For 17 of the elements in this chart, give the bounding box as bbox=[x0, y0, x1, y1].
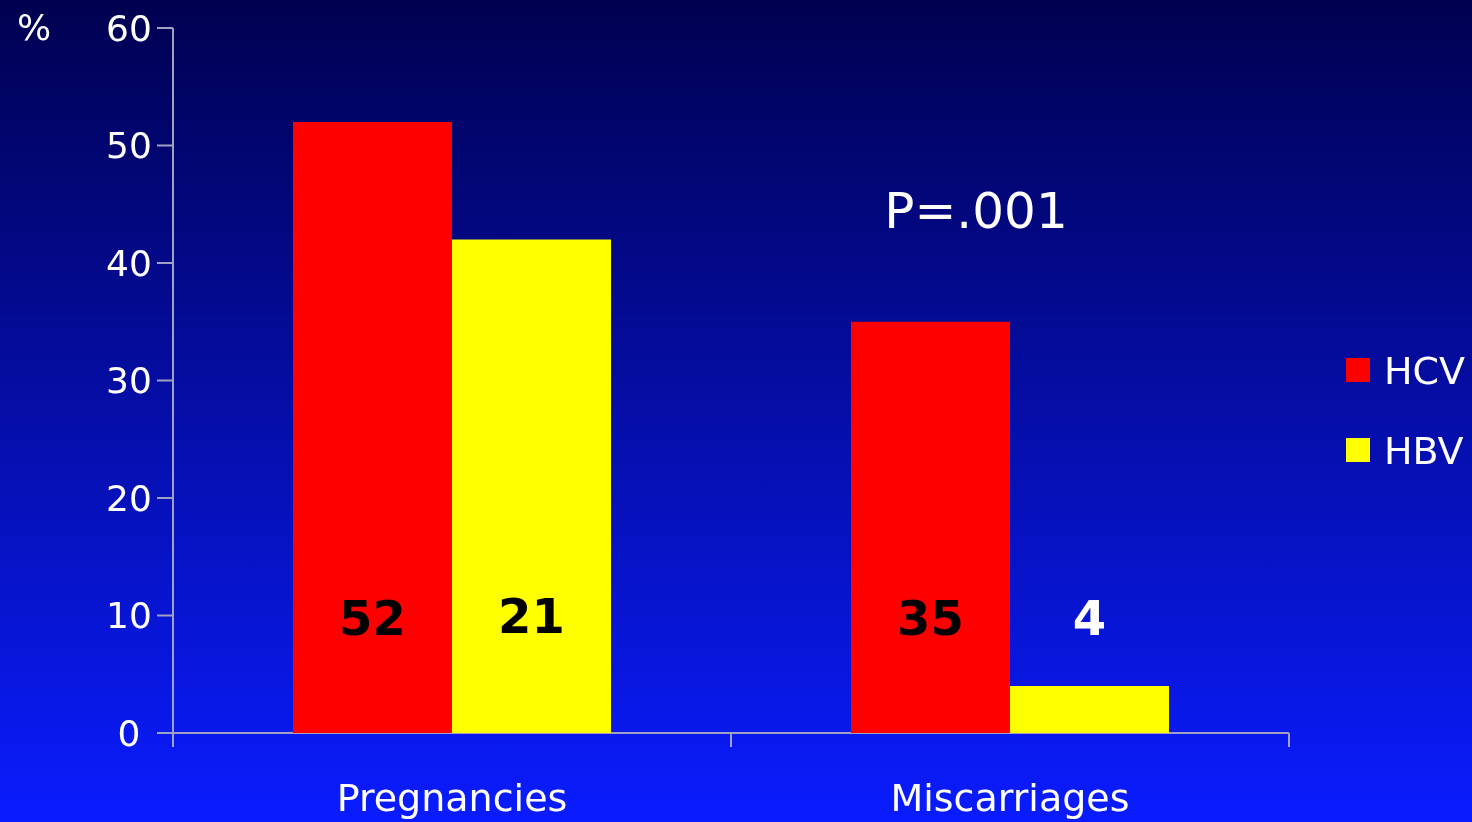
legend-label: HCV bbox=[1384, 348, 1466, 393]
annotation: P=.001 bbox=[884, 182, 1068, 240]
y-tick-label: 50 bbox=[106, 125, 152, 167]
data-label: 35 bbox=[897, 590, 964, 646]
x-tick-label: Pregnancies bbox=[336, 776, 568, 820]
annotation: 21 bbox=[498, 587, 565, 644]
y-tick-label: 10 bbox=[106, 595, 152, 637]
y-tick-label: 60 bbox=[106, 7, 152, 49]
data-label: 4 bbox=[1072, 590, 1107, 646]
y-axis-title: % bbox=[16, 7, 52, 48]
x-tick-label: Miscarriages bbox=[890, 776, 1130, 820]
y-tick-label: 30 bbox=[106, 360, 152, 402]
y-tick-label: 40 bbox=[106, 242, 152, 284]
y-tick-label: 0 bbox=[117, 712, 141, 754]
legend-label: HBV bbox=[1384, 428, 1464, 473]
data-label: 52 bbox=[339, 590, 406, 646]
y-tick-label: 20 bbox=[106, 477, 152, 519]
